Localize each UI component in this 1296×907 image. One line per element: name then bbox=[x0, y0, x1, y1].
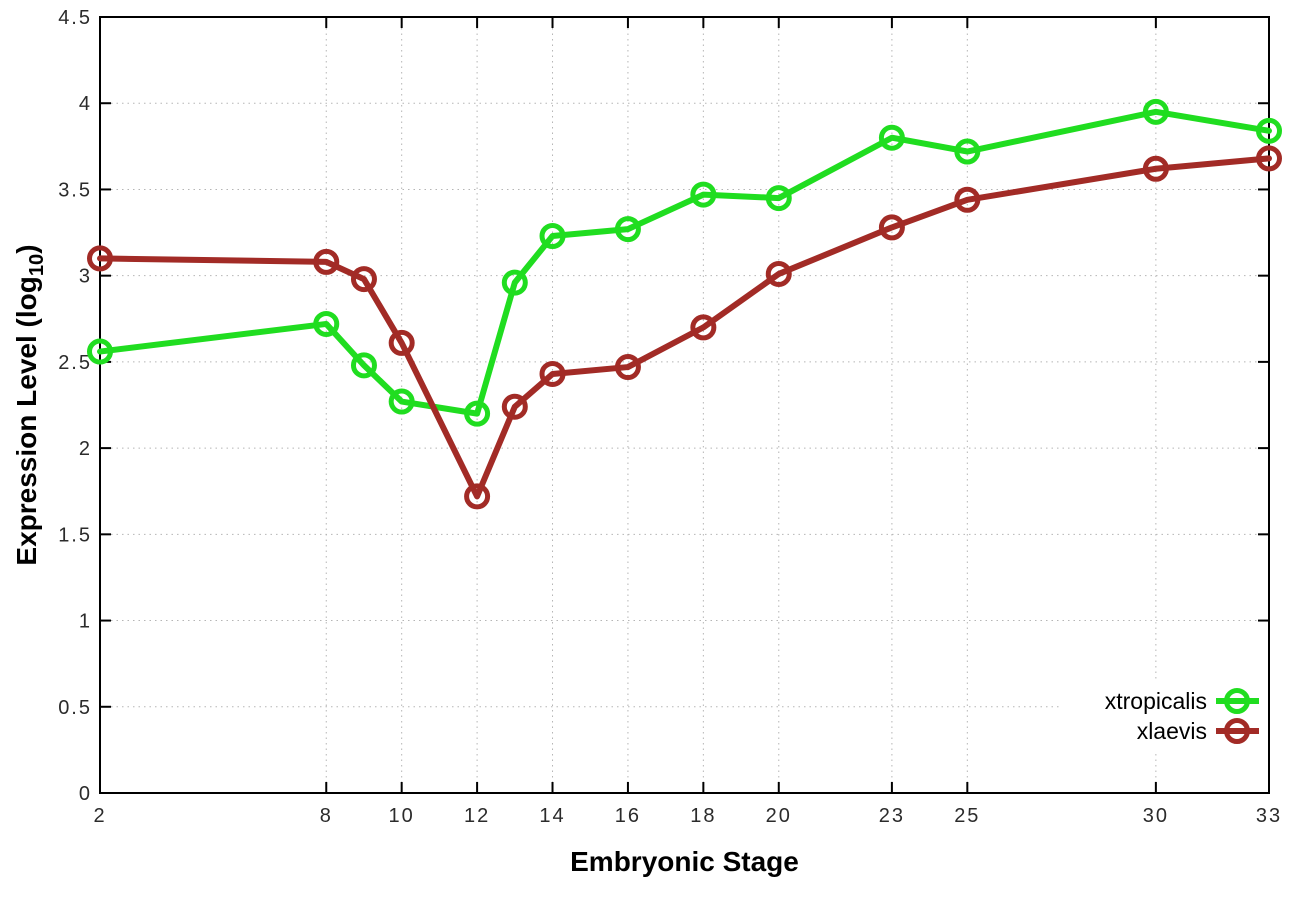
y-tick-label: 3.5 bbox=[58, 179, 92, 201]
y-tick-label: 1 bbox=[79, 611, 92, 633]
data-point-marker-xlaevis bbox=[690, 314, 717, 341]
legend-item-xlaevis: xlaevis bbox=[1137, 718, 1259, 744]
data-point-marker-xtropicalis bbox=[765, 185, 792, 212]
x-tick-label: 33 bbox=[1256, 805, 1282, 827]
tick-labels: 2 8 10 12 14 16 18 20 23 25 30 33 0 0.5 1 1.5 2 2.5 3 3.5 4 4… bbox=[58, 7, 1282, 827]
series-xlaevis bbox=[87, 145, 1282, 510]
legend-marker-circle-xtropicalis bbox=[1224, 688, 1250, 714]
data-point-marker-xtropicalis bbox=[87, 338, 113, 365]
data-point-marker-xlaevis bbox=[539, 360, 566, 387]
x-tick-label: 8 bbox=[320, 805, 333, 827]
y-tick-label: 0 bbox=[79, 783, 92, 805]
data-point-marker-xlaevis bbox=[388, 329, 415, 356]
x-tick-label: 20 bbox=[766, 805, 792, 827]
data-point-marker-xtropicalis bbox=[388, 388, 415, 415]
data-point-marker-xlaevis bbox=[464, 483, 491, 510]
x-tick-label: 10 bbox=[389, 805, 415, 827]
y-tick-label: 2.5 bbox=[58, 352, 92, 374]
data-point-marker-xtropicalis bbox=[539, 223, 566, 250]
data-point-marker-xtropicalis bbox=[878, 124, 905, 151]
series-xtropicalis bbox=[87, 98, 1282, 427]
y-axis-title-subscript: 10 bbox=[25, 253, 48, 277]
y-tick-label: 4.5 bbox=[58, 7, 92, 29]
x-axis-title: Embryonic Stage bbox=[570, 846, 799, 877]
data-point-marker-xlaevis bbox=[765, 260, 792, 287]
x-tick-label: 18 bbox=[690, 805, 716, 827]
y-tick-label: 2 bbox=[79, 438, 92, 460]
y-tick-label: 0.5 bbox=[58, 697, 92, 719]
legend-label-xtropicalis: xtropicalis bbox=[1105, 688, 1207, 714]
data-point-marker-xlaevis bbox=[954, 186, 981, 213]
data-point-marker-xlaevis bbox=[501, 393, 528, 420]
data-point-marker-xlaevis bbox=[614, 354, 641, 381]
x-tick-label: 23 bbox=[879, 805, 905, 827]
y-tick-label: 4 bbox=[79, 93, 92, 115]
x-tick-label: 12 bbox=[464, 805, 490, 827]
data-point-marker-xlaevis bbox=[1256, 145, 1282, 172]
legend: xtropicalis xlaevis bbox=[1060, 679, 1268, 753]
data-point-marker-xlaevis bbox=[878, 214, 905, 241]
y-axis-title-suffix: ) bbox=[11, 244, 43, 254]
data-point-marker-xtropicalis bbox=[350, 352, 377, 379]
plot-border bbox=[99, 16, 1270, 794]
axis-ticks bbox=[99, 16, 1270, 794]
x-tick-label: 25 bbox=[954, 805, 980, 827]
y-axis-title-text: Expression Level (log bbox=[11, 276, 43, 566]
grid-lines bbox=[100, 17, 1269, 793]
legend-label-xlaevis: xlaevis bbox=[1137, 718, 1207, 744]
data-point-marker-xtropicalis bbox=[614, 216, 641, 243]
data-point-marker-xtropicalis bbox=[464, 400, 491, 427]
data-point-marker-xlaevis bbox=[350, 266, 377, 293]
data-point-marker-xtropicalis bbox=[954, 138, 981, 165]
data-point-marker-xtropicalis bbox=[313, 310, 340, 337]
data-point-marker-xtropicalis bbox=[690, 181, 717, 208]
data-point-marker-xlaevis bbox=[1142, 155, 1169, 182]
x-tick-label: 16 bbox=[615, 805, 641, 827]
data-point-marker-xtropicalis bbox=[1256, 117, 1282, 144]
x-tick-label: 14 bbox=[539, 805, 565, 827]
legend-item-xtropicalis: xtropicalis bbox=[1105, 688, 1259, 714]
data-point-marker-xtropicalis bbox=[1142, 98, 1169, 125]
data-point-marker-xlaevis bbox=[313, 248, 340, 275]
y-tick-label: 1.5 bbox=[58, 524, 92, 546]
y-tick-label: 3 bbox=[79, 266, 92, 288]
legend-marker-circle-xlaevis bbox=[1224, 718, 1250, 744]
data-point-marker-xtropicalis bbox=[501, 269, 528, 296]
data-point-marker-xlaevis bbox=[87, 245, 113, 272]
x-tick-label: 30 bbox=[1143, 805, 1169, 827]
x-tick-label: 2 bbox=[93, 805, 106, 827]
y-axis-title: Expression Level (log10) bbox=[11, 244, 49, 565]
